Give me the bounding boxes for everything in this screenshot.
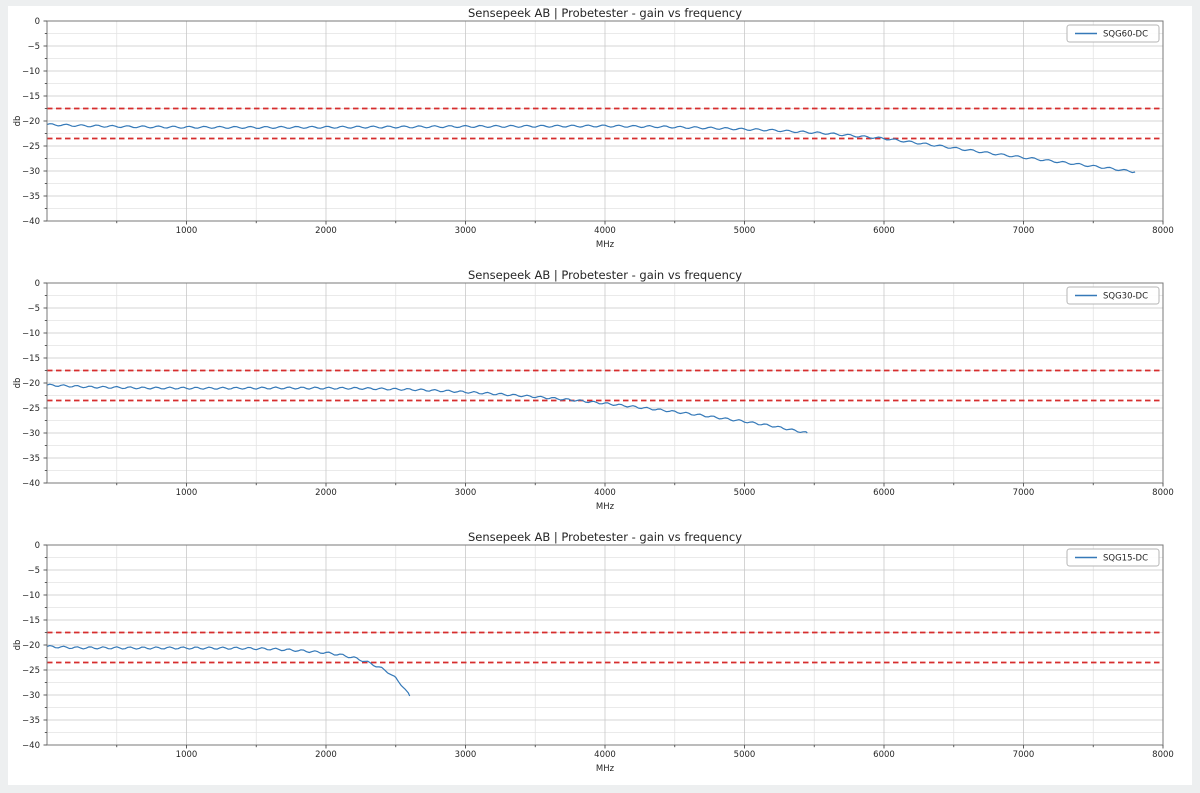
x-tick-labels: 1000 2000 3000 4000 5000 6000 7000 8000 [176, 750, 1174, 760]
x-tick-label: 1000 [176, 226, 198, 236]
y-tick-label: −35 [22, 192, 40, 202]
grid-major-layer [47, 545, 1163, 745]
x-tick-label: 2000 [315, 226, 337, 236]
gain-curve [46, 645, 411, 697]
y-tick-labels: 0 −5 −10 −15 −20 −25 −30 −35 −40 [22, 17, 40, 227]
chart-sqg60-dc: 1000 2000 3000 4000 5000 6000 7000 8000 0 −5 −10 −1… [8, 6, 1192, 260]
y-tick-label: −20 [22, 379, 40, 389]
chart-svg-sqg30-dc: 1000 2000 3000 4000 5000 6000 7000 8000 0 −5 −10 −1… [13, 268, 1174, 512]
y-axis-label: db [13, 378, 23, 389]
x-tick-label: 6000 [873, 488, 895, 498]
y-tick-label: −30 [22, 691, 40, 701]
y-tick-label: 0 [35, 17, 40, 27]
x-tick-label: 5000 [734, 226, 756, 236]
y-axis-label: db [13, 116, 23, 127]
x-tick-label: 6000 [873, 750, 895, 760]
chart-svg-sqg60-dc: 1000 2000 3000 4000 5000 6000 7000 8000 0 −5 −10 −1… [13, 6, 1174, 250]
legend: SQG30-DC [1066, 286, 1160, 305]
x-tick-label: 8000 [1152, 488, 1174, 498]
y-tick-label: −40 [22, 479, 40, 489]
x-tick-label: 5000 [734, 750, 756, 760]
x-tick-label: 7000 [1013, 226, 1035, 236]
legend-label: SQG15-DC [1103, 554, 1148, 564]
x-tick-label: 8000 [1152, 226, 1174, 236]
x-tick-label: 6000 [873, 226, 895, 236]
y-tick-label: −35 [22, 716, 40, 726]
y-tick-label: −30 [22, 167, 40, 177]
x-axis-label: MHz [596, 502, 615, 512]
y-tick-label: −40 [22, 741, 40, 751]
x-tick-label: 7000 [1013, 488, 1035, 498]
chart-title: Sensepeek AB | Probetester - gain vs fre… [468, 6, 742, 20]
y-tick-label: −10 [22, 67, 40, 77]
chart-svg-sqg15-dc: 1000 2000 3000 4000 5000 6000 7000 8000 0 −5 −10 −1… [13, 530, 1174, 774]
y-tick-label: −35 [22, 454, 40, 464]
y-tick-label: −25 [22, 142, 40, 152]
legend-label: SQG60-DC [1103, 30, 1148, 40]
x-tick-label: 4000 [594, 488, 616, 498]
y-tick-label: −10 [22, 329, 40, 339]
x-tick-label: 8000 [1152, 750, 1174, 760]
legend-box [1066, 286, 1160, 305]
x-tick-labels: 1000 2000 3000 4000 5000 6000 7000 8000 [176, 488, 1174, 498]
x-axis-label: MHz [596, 764, 615, 774]
y-tick-label: 0 [35, 279, 40, 289]
y-tick-label: −20 [22, 641, 40, 651]
chart-title: Sensepeek AB | Probetester - gain vs fre… [468, 530, 742, 544]
chart-sqg15-dc: 1000 2000 3000 4000 5000 6000 7000 8000 0 −5 −10 −1… [8, 530, 1192, 784]
chart-title: Sensepeek AB | Probetester - gain vs fre… [468, 268, 742, 282]
grid-major-layer [47, 283, 1163, 483]
x-tick-label: 5000 [734, 488, 756, 498]
y-tick-label: 0 [35, 541, 40, 551]
x-tick-label: 7000 [1013, 750, 1035, 760]
legend-box [1066, 24, 1160, 43]
y-tick-label: −20 [22, 117, 40, 127]
tick-marks-layer [43, 20, 1164, 225]
limit-lines-layer [47, 107, 1163, 140]
y-tick-label: −25 [22, 666, 40, 676]
y-tick-labels: 0 −5 −10 −15 −20 −25 −30 −35 −40 [22, 541, 40, 751]
limit-lines-layer [47, 369, 1163, 402]
figure-canvas: 1000 2000 3000 4000 5000 6000 7000 8000 0 −5 −10 −1… [8, 6, 1192, 785]
y-tick-label: −5 [27, 566, 40, 576]
x-tick-labels: 1000 2000 3000 4000 5000 6000 7000 8000 [176, 226, 1174, 236]
x-tick-label: 1000 [176, 750, 198, 760]
y-tick-label: −5 [27, 304, 40, 314]
x-tick-label: 3000 [455, 750, 477, 760]
y-axis-label: db [13, 640, 23, 651]
legend: SQG15-DC [1066, 548, 1160, 567]
y-tick-label: −40 [22, 217, 40, 227]
x-tick-label: 4000 [594, 750, 616, 760]
x-axis-label: MHz [596, 240, 615, 250]
x-tick-label: 4000 [594, 226, 616, 236]
y-tick-label: −15 [22, 354, 40, 364]
y-tick-label: −15 [22, 616, 40, 626]
y-tick-label: −15 [22, 92, 40, 102]
tick-marks-layer [43, 544, 1164, 749]
gain-curve [46, 383, 808, 434]
tick-marks-layer [43, 282, 1164, 487]
x-tick-label: 2000 [315, 750, 337, 760]
x-tick-label: 3000 [455, 488, 477, 498]
legend-box [1066, 548, 1160, 567]
gain-curve [46, 123, 1136, 174]
chart-sqg30-dc: 1000 2000 3000 4000 5000 6000 7000 8000 0 −5 −10 −1… [8, 268, 1192, 522]
legend-label: SQG30-DC [1103, 292, 1148, 302]
limit-lines-layer [47, 631, 1163, 664]
y-tick-label: −5 [27, 42, 40, 52]
grid-major-layer [47, 21, 1163, 221]
y-tick-label: −10 [22, 591, 40, 601]
y-tick-label: −25 [22, 404, 40, 414]
y-tick-label: −30 [22, 429, 40, 439]
y-tick-labels: 0 −5 −10 −15 −20 −25 −30 −35 −40 [22, 279, 40, 489]
x-tick-label: 1000 [176, 488, 198, 498]
x-tick-label: 2000 [315, 488, 337, 498]
x-tick-label: 3000 [455, 226, 477, 236]
legend: SQG60-DC [1066, 24, 1160, 43]
